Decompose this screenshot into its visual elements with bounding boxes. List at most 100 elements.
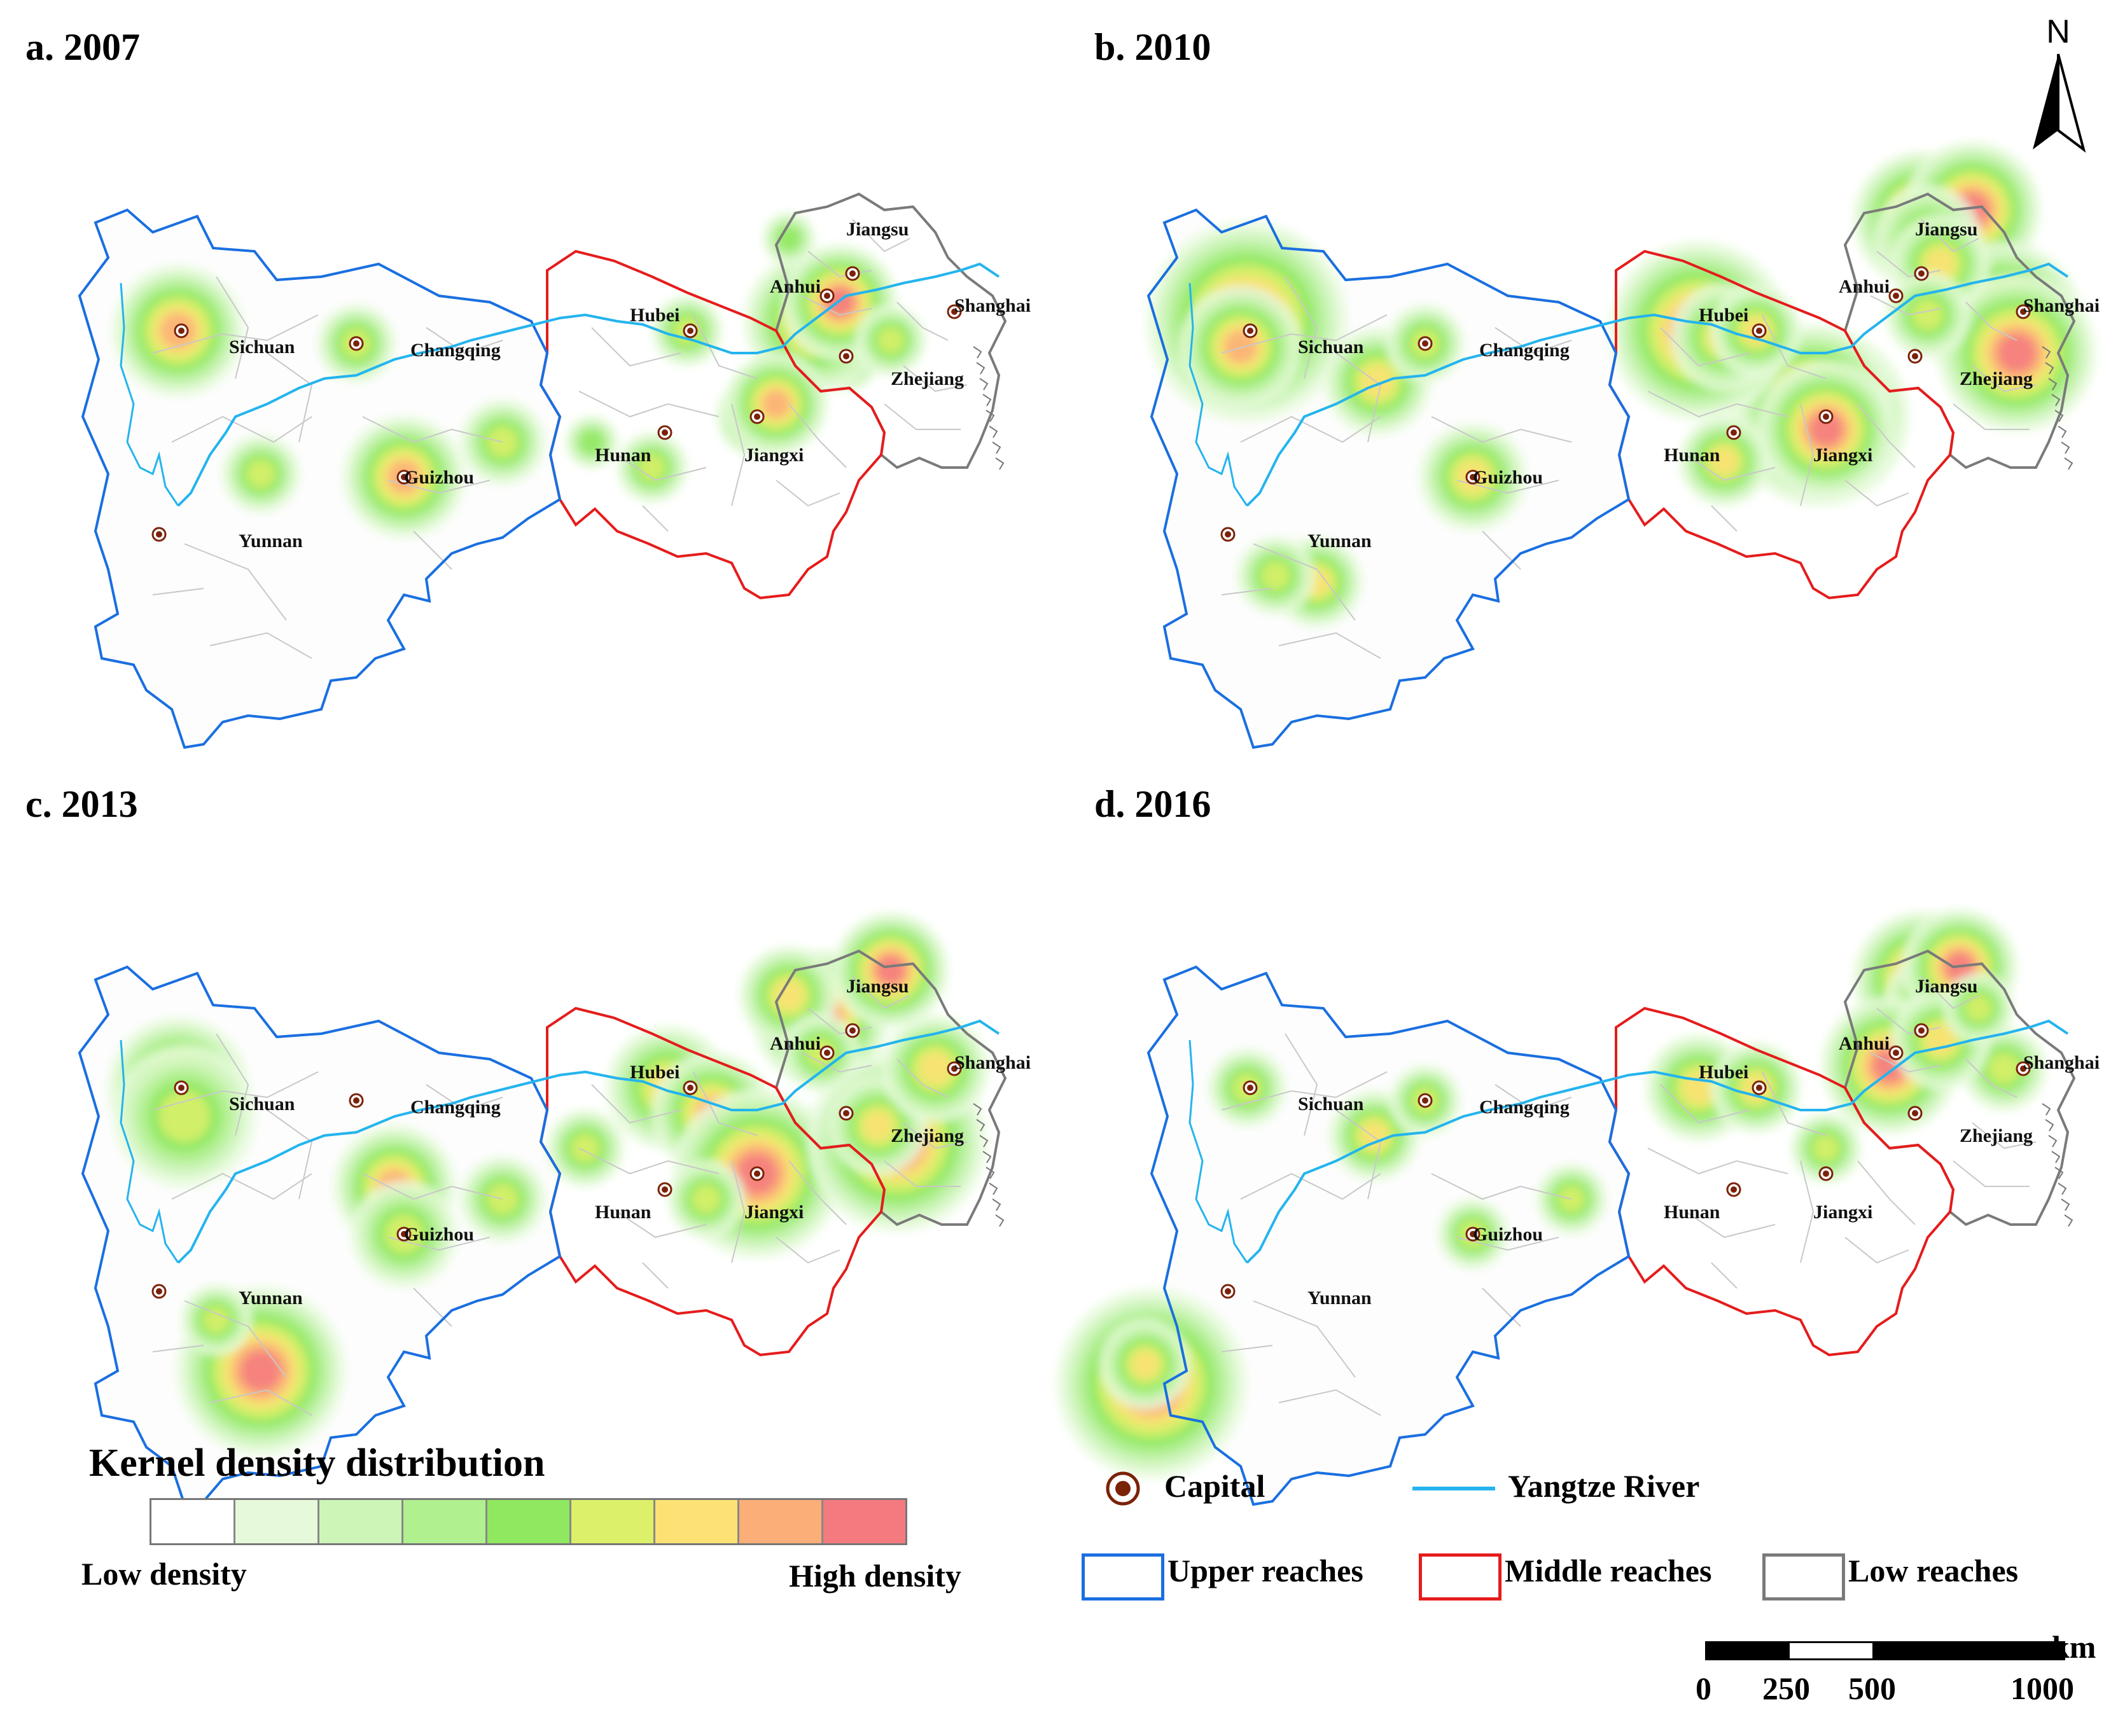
ramp-cell-6: [655, 1500, 739, 1543]
province-label-hubei: Hubei: [1699, 1062, 1748, 1083]
map-body: Sichuan Changqing Guizhou Yunnan Hubei Hunan J…: [78, 192, 1031, 749]
city-boundary-8: [1278, 632, 1381, 659]
capital-dot-9: [2020, 309, 2026, 315]
coast-island-5: [989, 426, 998, 438]
province-label-hubei: Hubei: [630, 305, 679, 326]
capital-icon: [1106, 1471, 1140, 1506]
city-boundary-0: [152, 1071, 319, 1111]
coast-island-0: [973, 346, 982, 359]
map-panel-2007: a. 2007 Sichuan Changqing Guizhou Yunnan Hub…: [25, 25, 1043, 776]
province-label-sichuan: Sichuan: [229, 1094, 295, 1115]
density-hotspot-13-ring-6: [919, 1052, 952, 1085]
city-boundary-23: [903, 1122, 968, 1149]
capital-dot-8: [1918, 1027, 1925, 1034]
middle-reaches-outline: [539, 1006, 886, 1357]
panel-title: b. 2010: [1094, 26, 1211, 68]
middle-reaches-outline: [1608, 249, 1955, 600]
city-boundary-12: [1762, 314, 1827, 379]
province-label-shanghai: Shanghai: [2023, 295, 2100, 316]
density-hotspot-1-ring-5: [159, 1091, 210, 1142]
ramp-cell-1: [235, 1500, 319, 1543]
province-label-jiangsu: Jiangsu: [1915, 219, 1977, 240]
city-boundary-11: [591, 327, 681, 367]
city-boundary-10: [426, 1084, 503, 1111]
capital-dot-10: [843, 1110, 849, 1116]
density-hotspot-14-ring-8: [1998, 334, 2036, 372]
coast-island-1: [2045, 1119, 2054, 1132]
city-boundary-1: [171, 1172, 312, 1200]
density-hotspots: [1146, 141, 2096, 628]
city-boundary-7: [184, 543, 287, 621]
province-label-hunan: Hunan: [1664, 1202, 1720, 1223]
capital-dot-7: [1893, 293, 1899, 299]
city-boundary-14: [617, 1211, 707, 1239]
yangtze-river: [177, 262, 1000, 507]
yangtze-river: [177, 1019, 1000, 1264]
density-hotspot-9-ring-6: [774, 980, 804, 1011]
city-boundary-22: [1965, 302, 2017, 341]
city-boundary-9: [152, 588, 204, 595]
capital-dot-7: [1893, 1050, 1899, 1056]
coast-island-2: [2048, 1135, 2058, 1148]
coast-island-4: [986, 1167, 995, 1179]
ramp-cell-7: [739, 1500, 823, 1543]
map-panel-2016: d. 2016 Sichuan Changqing Guizhou Yunnan Hub…: [1056, 782, 2112, 1533]
upper-reaches-swatch: [1082, 1553, 1164, 1601]
capital-dot-4: [687, 328, 693, 334]
coast-island-6: [992, 1198, 1001, 1211]
city-boundary-5: [1456, 480, 1559, 494]
province-label-anhui: Anhui: [770, 1033, 821, 1054]
middle-reaches-label: Middle reaches: [1505, 1553, 1712, 1588]
capital-dot-1: [353, 1097, 359, 1104]
coast-island-2: [979, 1135, 989, 1148]
city-boundary-10: [426, 327, 503, 354]
capital-dot-5: [662, 1186, 668, 1193]
north-letter: N: [2046, 13, 2070, 50]
panel-title: a. 2007: [25, 26, 140, 68]
density-hotspot-14-ring-8: [240, 1351, 281, 1391]
city-boundary-21: [1870, 1052, 1941, 1073]
province-label-jiangsu: Jiangsu: [1915, 976, 1977, 997]
province-label-yunnan: Yunnan: [1307, 1288, 1372, 1309]
capital-dot-1: [1422, 1097, 1428, 1104]
low-reaches-label: Low reaches: [1848, 1553, 2019, 1588]
scale-tick-1000: 1000: [2010, 1670, 2074, 1706]
capital-dot-3: [1225, 531, 1231, 538]
province-label-jiangsu: Jiangsu: [846, 219, 909, 240]
city-boundary-9: [152, 1345, 204, 1352]
kernel-density-map: Sichuan Changqing Guizhou Yunnan Hubei Hunan J…: [1146, 141, 2100, 749]
city-boundary-22: [896, 1059, 949, 1098]
density-hotspot-4-ring-6: [1131, 1351, 1159, 1378]
coast-island-1: [976, 362, 986, 375]
upper-reaches-outline: [1146, 208, 1631, 749]
capital-dot-6: [754, 413, 760, 420]
city-boundary-16: [788, 403, 847, 468]
city-boundary-19: [807, 1008, 872, 1035]
city-boundary-23: [903, 365, 968, 392]
kernel-density-map: Sichuan Changqing Guizhou Yunnan Hubei Hunan J…: [78, 912, 1031, 1506]
capital-dot-7: [824, 293, 830, 299]
city-boundary-2: [1285, 1033, 1318, 1136]
ramp-cell-4: [487, 1500, 571, 1543]
yangtze-river: [1246, 1019, 2069, 1264]
city-boundary-17: [1844, 480, 1909, 507]
yangtze-river: [1246, 262, 2069, 507]
city-boundary-0: [152, 314, 319, 354]
province-label-anhui: Anhui: [770, 276, 821, 297]
province-label-hubei: Hubei: [630, 1062, 679, 1083]
density-hotspot-2-ring-6: [1361, 365, 1394, 398]
city-boundary-16: [1857, 1160, 1916, 1225]
province-label-jiangsu: Jiangsu: [846, 976, 909, 997]
province-label-anhui: Anhui: [1839, 1033, 1890, 1054]
capital-dot-2: [401, 474, 407, 480]
city-boundary-15: [1800, 1160, 1815, 1263]
ramp-cell-3: [403, 1500, 487, 1543]
city-boundary-6: [1482, 1288, 1521, 1327]
city-boundary-11: [1660, 1084, 1750, 1124]
density-hotspot-12-ring-7: [762, 390, 790, 418]
coast-island-3: [2051, 394, 2061, 406]
density-hotspot-19-ring-5: [1912, 300, 1943, 330]
capital-dot-3: [156, 1288, 162, 1295]
city-boundary-19: [1876, 1008, 1941, 1035]
map-panel-2013: c. 2013 Sichuan Changqing Guizhou Yunnan Hub…: [25, 782, 1043, 1533]
